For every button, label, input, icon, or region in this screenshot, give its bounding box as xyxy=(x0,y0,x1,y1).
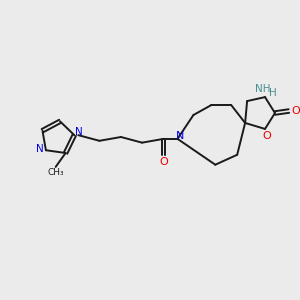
Text: O: O xyxy=(159,157,168,167)
Text: O: O xyxy=(262,131,272,141)
Text: N: N xyxy=(36,144,44,154)
Text: O: O xyxy=(292,106,300,116)
Text: NH: NH xyxy=(255,84,271,94)
Text: CH₃: CH₃ xyxy=(47,168,64,177)
Text: N: N xyxy=(176,131,185,141)
Text: H: H xyxy=(269,88,277,98)
Text: N: N xyxy=(75,127,83,137)
